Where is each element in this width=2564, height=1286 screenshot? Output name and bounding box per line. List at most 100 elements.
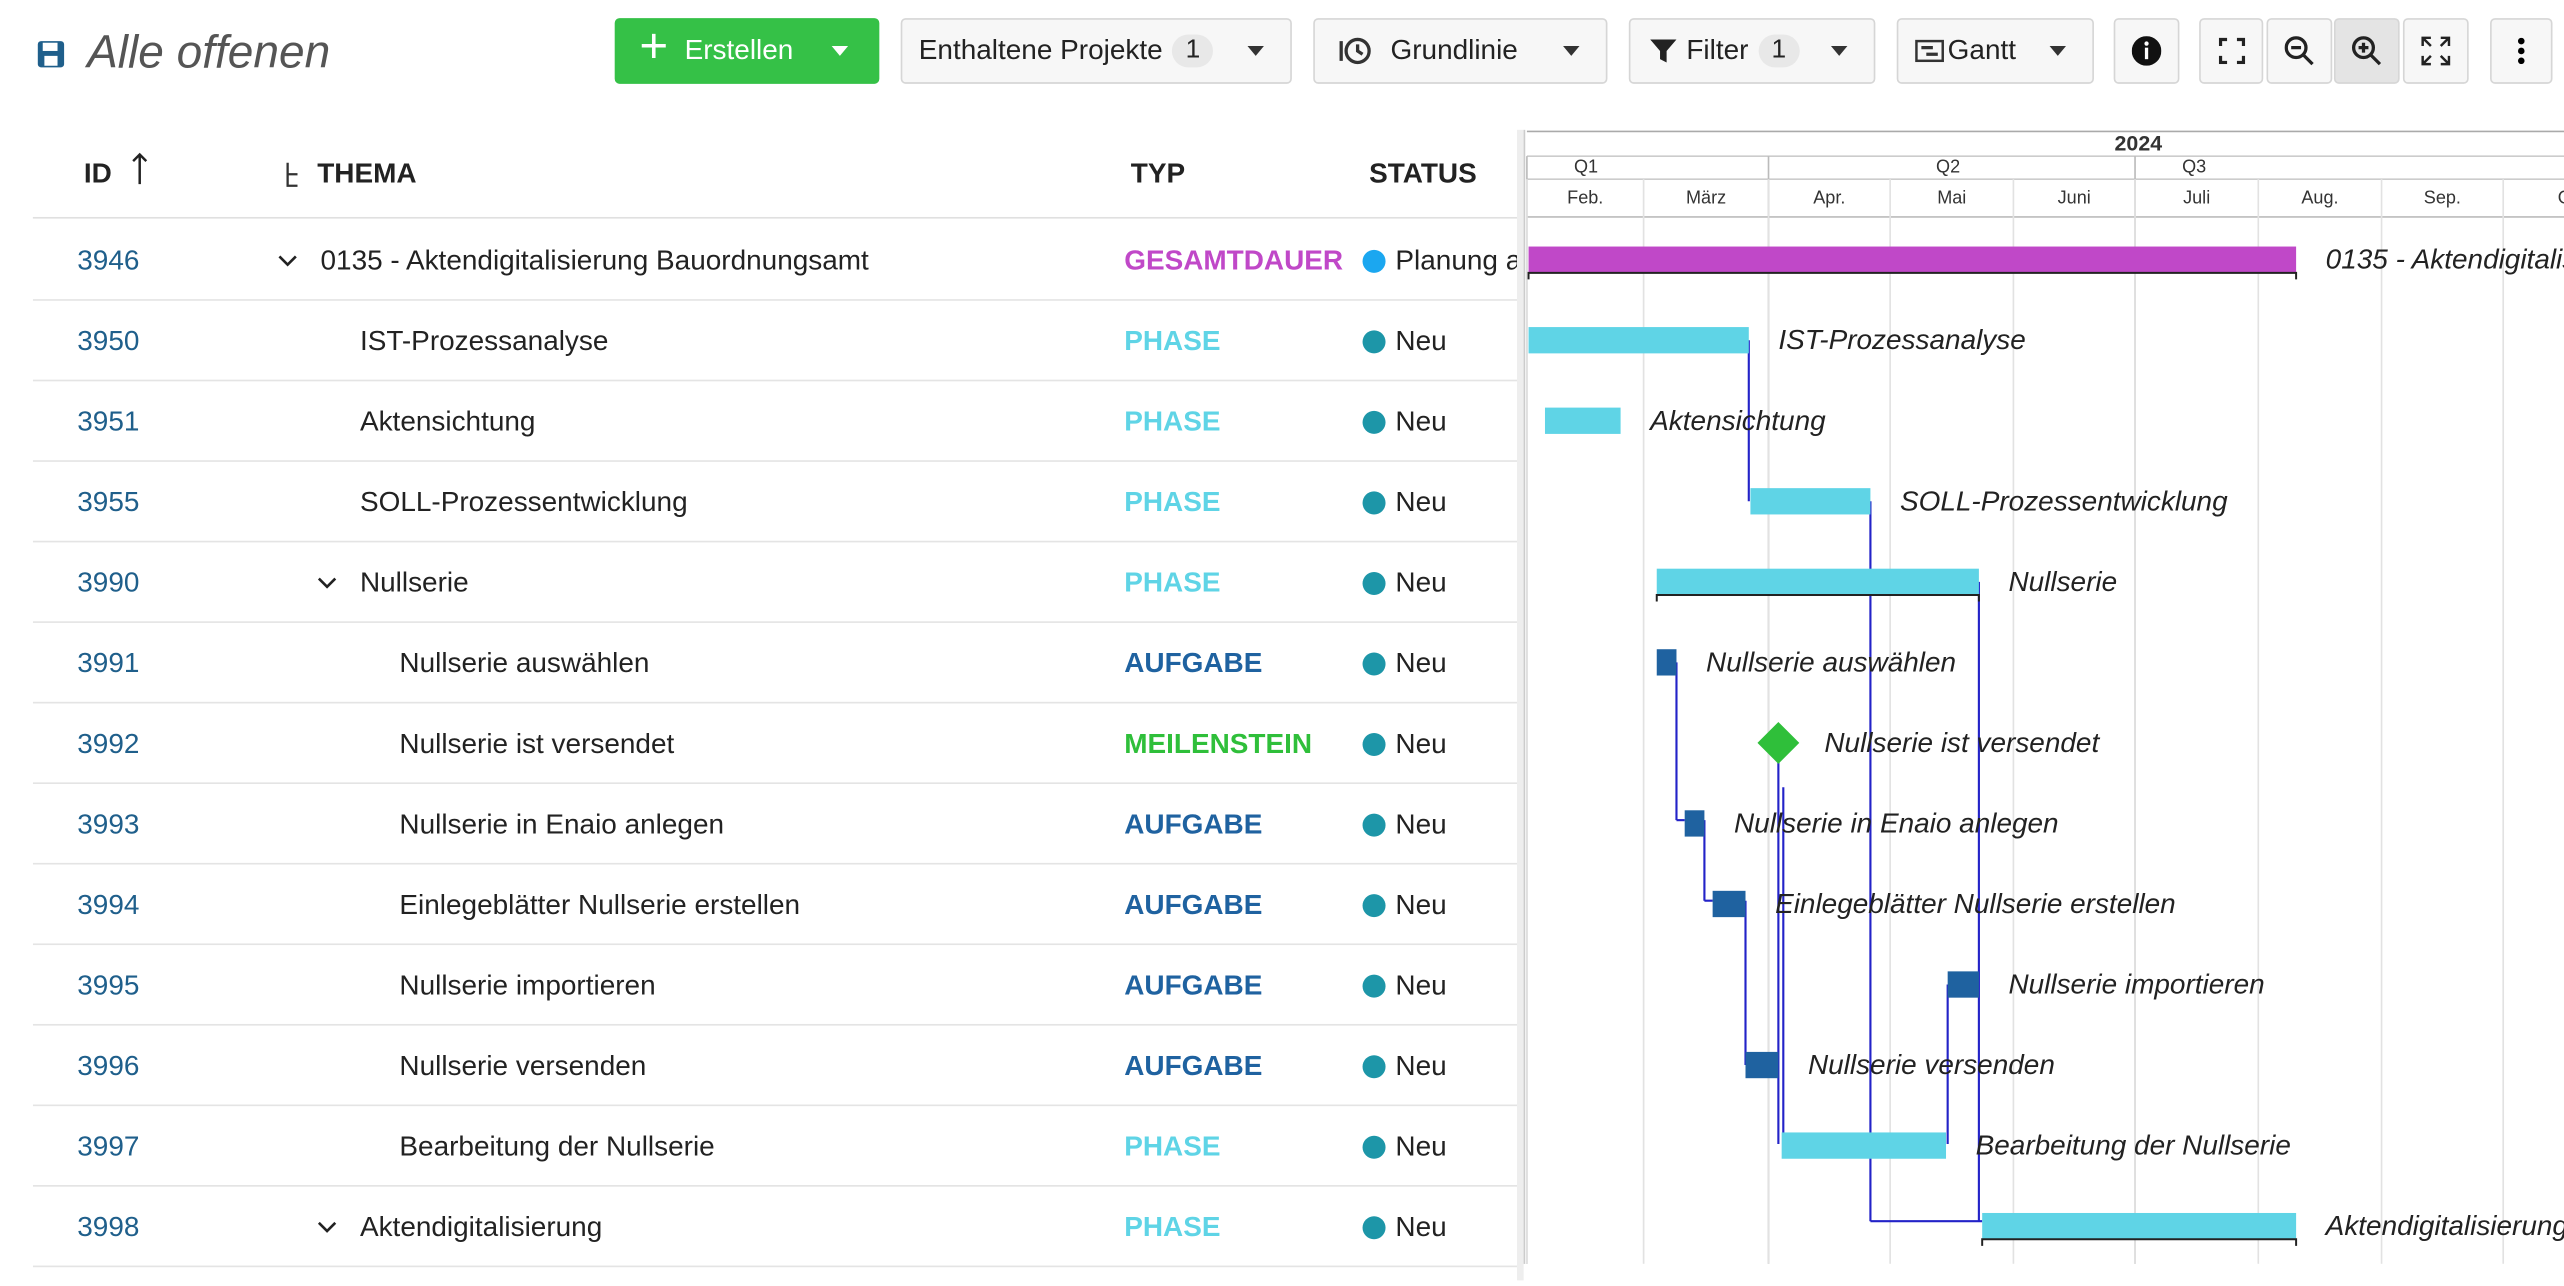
id-cell[interactable]: 3946: [77, 244, 140, 277]
status-cell: Neu: [1395, 728, 1447, 760]
id-cell[interactable]: 3992: [77, 728, 140, 760]
bar-label: Nullserie versenden: [1808, 1049, 2055, 1080]
status-cell: Neu: [1395, 889, 1447, 921]
id-cell[interactable]: 3998: [77, 1211, 140, 1243]
baseline-label: Grundlinie: [1390, 34, 1518, 66]
status-dot: [1362, 249, 1386, 273]
status-cell: Neu: [1395, 486, 1447, 518]
status-dot: [1362, 491, 1386, 515]
filter-label: Filter: [1686, 34, 1749, 66]
row-separator: [32, 621, 1518, 623]
id-cell[interactable]: 3996: [77, 1050, 140, 1082]
quarter-label: Q3: [2182, 156, 2206, 176]
month-label: Mai: [1937, 188, 1966, 208]
bar-label: Einlegeblätter Nullserie erstellen: [1775, 888, 2176, 919]
status-dot: [1362, 1055, 1386, 1079]
create-button[interactable]: + Erstellen: [614, 18, 880, 84]
save-icon[interactable]: [36, 39, 66, 69]
projects-label: Enthaltene Projekte: [918, 34, 1163, 66]
sort-icon: [132, 152, 148, 185]
phase-bar: [1750, 488, 1871, 515]
quarter-label: Q2: [1936, 156, 1960, 176]
baseline-button[interactable]: Grundlinie: [1313, 18, 1608, 84]
month-label: März: [1686, 188, 1726, 208]
column-header[interactable]: TYP: [1130, 157, 1186, 190]
info-button[interactable]: [2113, 18, 2180, 84]
status-cell: Neu: [1395, 647, 1447, 679]
id-cell[interactable]: 3995: [77, 969, 140, 1001]
expand-icon: [2421, 36, 2451, 66]
row-separator: [32, 1023, 1518, 1026]
splitter[interactable]: [1517, 129, 1524, 1281]
subject-cell: IST-Prozessanalyse: [359, 325, 609, 357]
expand-toggle: [317, 577, 337, 589]
status-dot: [1362, 1135, 1386, 1159]
status-dot: [1362, 813, 1386, 837]
id-cell[interactable]: 3955: [77, 486, 140, 518]
type-cell: GESAMTDAUER: [1124, 244, 1344, 277]
subject-cell: Aktensichtung: [359, 405, 536, 438]
status-dot: [1362, 410, 1386, 434]
phase-bar: [1982, 1212, 2297, 1240]
bar-label: SOLL-Prozessentwicklung: [1900, 485, 2228, 516]
status-cell: Neu: [1395, 1130, 1447, 1163]
status-cell: Neu: [1395, 567, 1447, 599]
month-label: Feb.: [1567, 188, 1603, 208]
status-dot: [1362, 733, 1386, 757]
fullscreen-button[interactable]: [2199, 18, 2264, 84]
column-header[interactable]: STATUS: [1369, 157, 1477, 190]
more-button[interactable]: [2490, 18, 2553, 84]
task-bar: [1684, 810, 1705, 837]
view-button[interactable]: Gantt: [1896, 18, 2094, 84]
bar-label: Nullserie importieren: [2008, 969, 2264, 1000]
group-bracket: [1981, 1238, 2298, 1246]
create-label: Erstellen: [684, 34, 794, 66]
id-cell[interactable]: 3994: [77, 889, 140, 921]
id-cell[interactable]: 3950: [77, 325, 140, 357]
expand-button[interactable]: [2402, 18, 2469, 84]
id-cell[interactable]: 3993: [77, 808, 140, 840]
baseline-icon: [1339, 37, 1371, 65]
type-cell: PHASE: [1124, 1211, 1221, 1243]
phase-bar: [1528, 246, 2297, 273]
status-dot: [1362, 330, 1386, 354]
group-bracket: [1527, 271, 2298, 280]
zoom-out-button[interactable]: [2266, 18, 2333, 84]
filter-button[interactable]: Filter 1: [1628, 18, 1876, 84]
gantt-icon: [1915, 39, 1944, 63]
subject-cell: Nullserie ist versendet: [399, 728, 675, 760]
id-cell[interactable]: 3951: [77, 405, 140, 438]
task-bar: [1712, 890, 1746, 918]
month-label: O: [2558, 188, 2564, 208]
status-dot: [1362, 571, 1386, 595]
id-cell[interactable]: 3997: [77, 1130, 140, 1163]
expand-toggle: [317, 1221, 337, 1233]
zoom-in-icon: [2351, 36, 2382, 66]
subject-cell: Einlegeblätter Nullserie erstellen: [399, 889, 801, 921]
projects-button[interactable]: Enthaltene Projekte 1: [900, 18, 1292, 84]
row-separator: [32, 1265, 1518, 1268]
month-label: Aug.: [2301, 188, 2338, 208]
status-dot: [1362, 1216, 1386, 1240]
type-cell: AUFGABE: [1124, 969, 1263, 1001]
expand-toggle: [278, 255, 297, 267]
id-cell[interactable]: 3991: [77, 647, 140, 679]
status-cell: Neu: [1395, 1050, 1447, 1082]
type-cell: PHASE: [1124, 1130, 1221, 1163]
bar-label: Aktendigitalisierung: [2324, 1210, 2564, 1241]
month-label: Apr.: [1813, 188, 1845, 208]
row-separator: [32, 379, 1518, 382]
zoom-in-button[interactable]: [2333, 18, 2400, 84]
id-cell[interactable]: 3990: [77, 567, 140, 599]
row-separator: [32, 540, 1518, 543]
type-cell: PHASE: [1124, 405, 1221, 438]
year-label: 2024: [2115, 131, 2163, 155]
type-cell: AUFGABE: [1124, 889, 1263, 921]
subject-cell: Nullserie in Enaio anlegen: [399, 808, 725, 840]
bar-label: Nullserie: [2008, 566, 2117, 597]
column-header[interactable]: ID: [83, 157, 112, 190]
zoom-out-icon: [2284, 36, 2314, 66]
type-cell: PHASE: [1124, 325, 1221, 357]
subject-cell: Nullserie auswählen: [399, 647, 650, 679]
column-header[interactable]: THEMA: [317, 157, 417, 190]
